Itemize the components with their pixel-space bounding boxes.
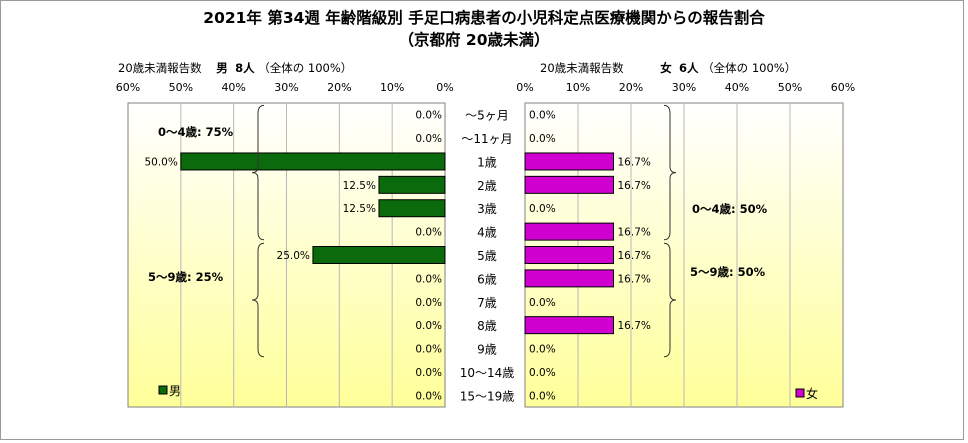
female-header: 20歳未満報告数 女 6人 （全体の 100%） [540,60,796,76]
male-value-label: 0.0% [415,367,442,379]
female-value-label: 16.7% [618,250,651,262]
female-header-sex: 女 [660,61,672,75]
female-tick-label: 20% [619,81,643,94]
male-tick-label: 40% [221,81,245,94]
female-value-label: 16.7% [618,227,651,239]
female-tick-label: 10% [566,81,590,94]
male-value-label: 0.0% [415,344,442,356]
female-bar [524,316,615,335]
female-value-label: 0.0% [529,344,556,356]
category-label: 1歳 [477,155,497,169]
category-label: 4歳 [477,226,497,240]
female-value-label: 16.7% [618,156,651,168]
chart-subtitle: （京都府 20歳未満） [398,31,550,49]
female-bar [524,222,615,241]
female-tick-label: 40% [725,81,749,94]
chart-title: 2021年 第34週 年齢階級別 手足口病患者の小児科定点医療機関からの報告割合 [203,9,765,27]
female-brace-0-4 [663,104,677,241]
male-tick-label: 30% [274,81,298,94]
male-bar [180,152,446,171]
female-header-label: 20歳未満報告数 [540,61,624,75]
male-legend-swatch [158,385,168,395]
female-bar [524,269,615,288]
category-label: 10～14歳 [460,366,515,380]
male-value-label: 25.0% [277,250,310,262]
male-brace-0-4 [251,104,265,241]
male-value-label: 12.5% [343,203,376,215]
male-value-label: 0.0% [415,390,442,402]
female-brace-5-9 [663,242,677,358]
female-value-label: 0.0% [529,110,556,122]
female-annotation-5-9: 5～9歳: 50% [690,265,766,279]
category-label: 3歳 [477,202,497,216]
male-value-label: 0.0% [415,273,442,285]
male-bar [378,175,446,194]
category-label: 7歳 [477,296,497,310]
female-bar [524,152,615,171]
female-tick-label: 30% [672,81,696,94]
male-value-label: 0.0% [415,320,442,332]
male-value-label: 0.0% [415,297,442,309]
male-tick-label: 60% [116,81,140,94]
male-brace-5-9 [251,242,265,358]
male-bar [312,246,446,264]
male-value-label: 0.0% [415,227,442,239]
male-tick-label: 50% [169,81,193,94]
category-label: 8歳 [477,319,497,333]
category-label: ～11ヶ月 [461,132,512,146]
male-value-label: 0.0% [415,133,442,145]
female-tick-label: 50% [778,81,802,94]
female-value-label: 16.7% [618,273,651,285]
female-value-label: 0.0% [529,390,556,402]
male-header-label: 20歳未満報告数 [118,61,202,75]
female-tick-label: 60% [831,81,855,94]
male-annotation-0-4: 0～4歳: 75% [158,125,234,139]
category-label: 2歳 [477,179,497,193]
female-value-label: 16.7% [618,180,651,192]
category-label: 15～19歳 [460,389,515,403]
male-value-label: 50.0% [144,156,177,168]
male-bar [378,199,446,218]
male-header: 20歳未満報告数 男 8人 （全体の 100%） [118,60,352,76]
category-label: 6歳 [477,272,497,286]
female-value-label: 16.7% [618,320,651,332]
male-value-label: 12.5% [343,180,376,192]
category-label: ～5ヶ月 [465,109,509,123]
female-tick-label: 0% [516,81,533,94]
male-header-sex: 男 [216,61,228,75]
male-tick-label: 10% [380,81,404,94]
female-bar [524,175,615,194]
category-label: 9歳 [477,343,497,357]
female-annotation-0-4: 0～4歳: 50% [692,202,768,216]
female-header-count: 6人 [679,61,699,75]
female-bar [524,246,615,264]
male-header-total: （全体の 100%） [258,61,353,75]
female-value-label: 0.0% [529,297,556,309]
female-value-label: 0.0% [529,367,556,379]
male-header-count: 8人 [235,61,255,75]
male-annotation-5-9: 5～9歳: 25% [148,270,224,284]
male-value-label: 0.0% [415,110,442,122]
female-value-label: 0.0% [529,133,556,145]
female-legend-label: 女 [806,386,818,401]
category-label: 5歳 [477,249,497,263]
male-legend-label: 男 [169,384,181,398]
female-value-label: 0.0% [529,203,556,215]
female-header-total: （全体の 100%） [702,61,797,75]
female-legend-swatch [795,388,805,398]
male-tick-label: 20% [327,81,351,94]
male-tick-label: 0% [436,81,453,94]
